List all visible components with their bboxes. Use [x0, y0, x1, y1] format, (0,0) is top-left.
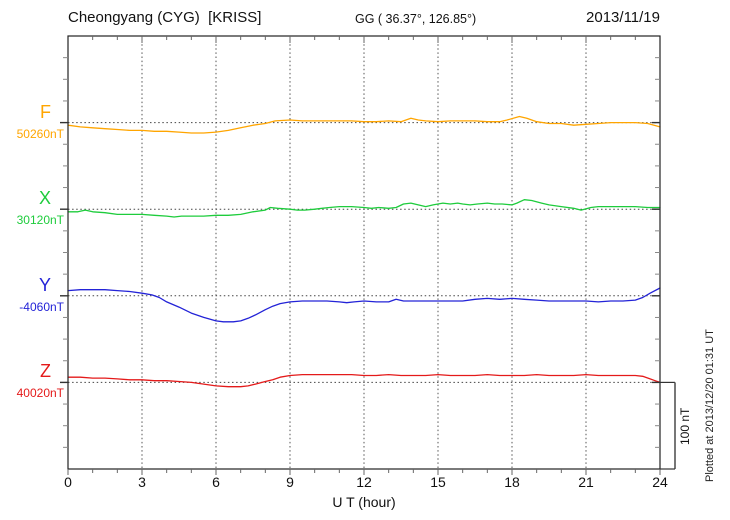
plot-frame [67, 35, 661, 470]
component-baseline-x: 30120nT [16, 213, 64, 228]
component-baseline-y: -4060nT [19, 299, 64, 314]
trace-Y [67, 287, 661, 323]
trace-X [67, 199, 661, 218]
trace-Z [67, 373, 661, 388]
x-tick-label: 15 [430, 474, 446, 490]
scale-bar-label: 100 nT [678, 407, 692, 445]
component-label-x: X 30120nT [0, 188, 64, 228]
x-tick-label: 18 [504, 474, 520, 490]
plotted-at-note: Plotted at 2013/12/20 01:31 UT [704, 329, 716, 482]
x-tick-label: 12 [356, 474, 372, 490]
station-title: Cheongyang (CYG) [KRISS] [68, 9, 262, 26]
x-axis-labels: 0 3 6 9 12 15 18 21 24 [0, 474, 730, 492]
x-tick-label: 6 [212, 474, 220, 490]
component-baseline-z: 40020nT [16, 386, 64, 401]
component-label-f: F 50260nT [0, 101, 64, 141]
x-tick-label: 0 [64, 474, 72, 490]
x-tick-label: 24 [652, 474, 668, 490]
x-axis-title: U T (hour) [332, 494, 396, 510]
component-letter-x: X [38, 188, 51, 209]
component-letter-z: Z [40, 361, 51, 382]
trace-F [67, 115, 661, 134]
component-label-z: Z 40020nT [0, 361, 64, 401]
plot-date: 2013/11/19 [586, 9, 660, 26]
component-letter-y: Y [38, 274, 51, 295]
component-letter-f: F [40, 101, 51, 122]
x-tick-label: 3 [138, 474, 146, 490]
component-baseline-f: 50260nT [16, 126, 64, 141]
component-label-y: Y -4060nT [0, 274, 64, 314]
x-tick-label: 21 [578, 474, 594, 490]
station-coordinates: GG ( 36.37°, 126.85°) [355, 12, 477, 26]
x-tick-label: 9 [286, 474, 294, 490]
